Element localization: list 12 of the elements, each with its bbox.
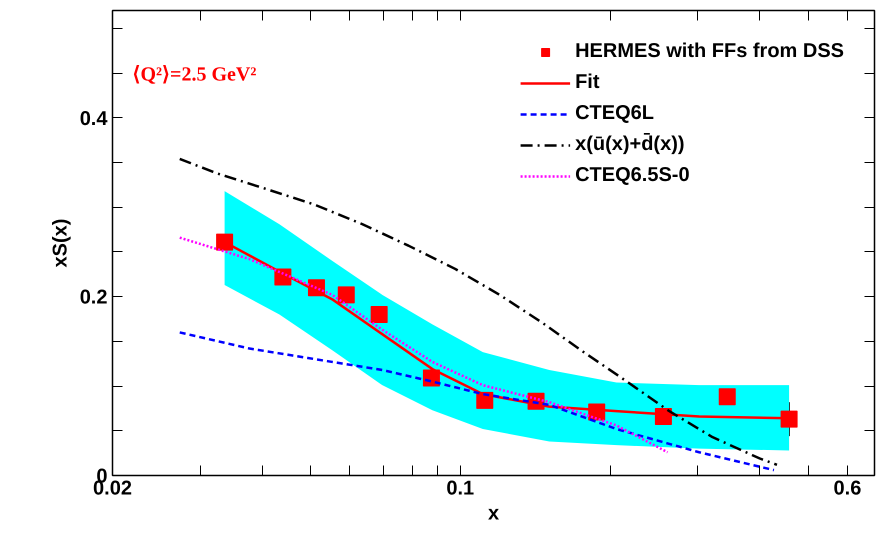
y-tick-label: 0.4 — [80, 108, 108, 130]
legend-label: Fit — [575, 71, 600, 94]
y-tick-label: 0.2 — [80, 286, 108, 309]
x-axis-title: x — [488, 502, 500, 524]
y-axis-title: xS(x) — [50, 218, 72, 268]
legend-label: CTEQ6L — [575, 102, 654, 125]
annotation: ⟨Q²⟩=2.5 GeV² — [132, 64, 256, 86]
legend-label: HERMES with FFs from DSS — [575, 40, 844, 63]
x-tick-label: 0.1 — [446, 478, 474, 500]
legend-label: CTEQ6.5S-0 — [575, 164, 690, 187]
legend-label: x(ū(x)+d̄(x)) — [575, 133, 685, 156]
x-tick-label: 0.6 — [834, 478, 862, 500]
